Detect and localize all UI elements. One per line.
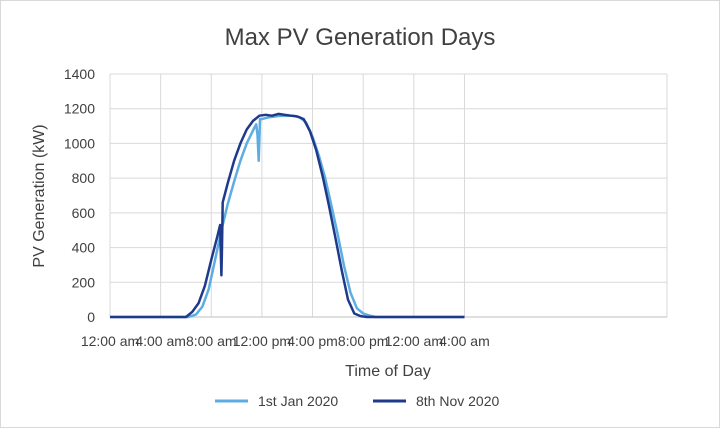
series-line-1 — [110, 114, 465, 319]
legend-label-2: 8th Nov 2020 — [416, 393, 499, 409]
y-tick-label: 200 — [72, 274, 96, 290]
chart-title: Max PV Generation Days — [225, 24, 496, 51]
y-tick-labels: 0 200 400 600 800 1000 1200 1400 — [64, 66, 95, 325]
y-tick-label: 800 — [72, 170, 96, 186]
y-tick-label: 0 — [87, 309, 95, 325]
x-tick-label: 12:00 am — [81, 333, 139, 349]
legend-label-1: 1st Jan 2020 — [258, 393, 338, 409]
y-tick-label: 1400 — [64, 66, 95, 82]
x-tick-label: 12:00 pm — [233, 333, 291, 349]
y-axis-label: PV Generation (kW) — [31, 124, 48, 267]
x-tick-label: 8:00 am — [186, 333, 237, 349]
y-tick-label: 400 — [72, 240, 96, 256]
x-axis-label: Time of Day — [345, 363, 431, 380]
y-tick-label: 1000 — [64, 135, 95, 151]
x-tick-label: 4:00 pm — [287, 333, 338, 349]
grid-layer — [109, 73, 668, 318]
x-tick-label: 8:00 pm — [338, 333, 389, 349]
x-tick-label: 4:00 am — [135, 333, 186, 349]
y-tick-label: 600 — [72, 205, 96, 221]
x-tick-label: 12:00 am — [385, 333, 443, 349]
series-layer — [110, 112, 465, 319]
legend: 1st Jan 2020 8th Nov 2020 — [215, 393, 499, 409]
y-tick-label: 1200 — [64, 101, 95, 117]
series-line-2 — [110, 112, 465, 319]
x-tick-label: 4:00 am — [439, 333, 490, 349]
